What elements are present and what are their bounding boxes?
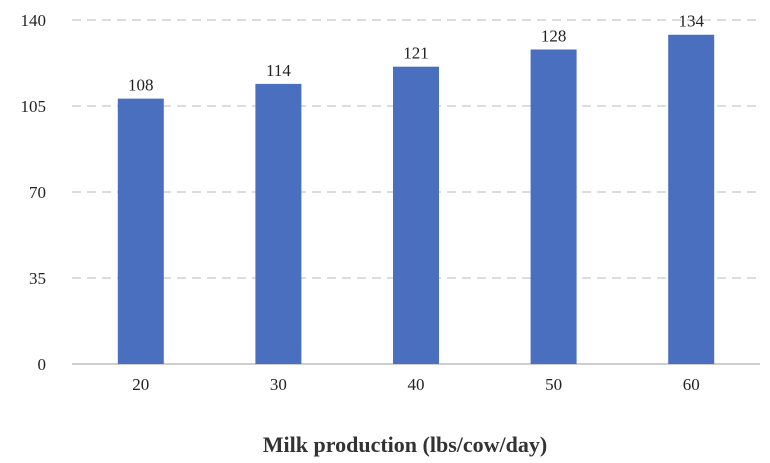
y-tick-label: 35: [29, 269, 46, 288]
bar-value-label: 114: [266, 61, 291, 80]
data-labels: 108 114 121 128 134: [128, 12, 704, 95]
x-axis-title: Milk production (lbs/cow/day): [263, 432, 547, 457]
y-tick-label: 70: [29, 183, 46, 202]
bar-value-label: 128: [541, 26, 567, 45]
x-tick-label: 50: [545, 375, 562, 394]
bars: [117, 34, 715, 364]
x-tick-label: 60: [683, 375, 700, 394]
bar-value-label: 108: [128, 76, 154, 95]
gridlines: [72, 19, 760, 279]
bar-value-label: 121: [403, 44, 429, 63]
bar: [117, 98, 164, 364]
y-axis-ticks: 0 35 70 105 140: [21, 11, 47, 374]
bar-value-label: 134: [678, 12, 704, 31]
y-tick-label: 0: [38, 355, 47, 374]
y-tick-label: 140: [21, 11, 47, 30]
bar: [530, 49, 577, 364]
bar: [668, 34, 715, 364]
y-tick-label: 105: [21, 97, 47, 116]
bar: [393, 66, 439, 364]
bar: [255, 83, 302, 364]
x-tick-label: 40: [408, 375, 425, 394]
x-tick-label: 20: [132, 375, 149, 394]
x-tick-label: 30: [270, 375, 287, 394]
x-axis-ticks: 20 30 40 50 60: [132, 375, 699, 394]
